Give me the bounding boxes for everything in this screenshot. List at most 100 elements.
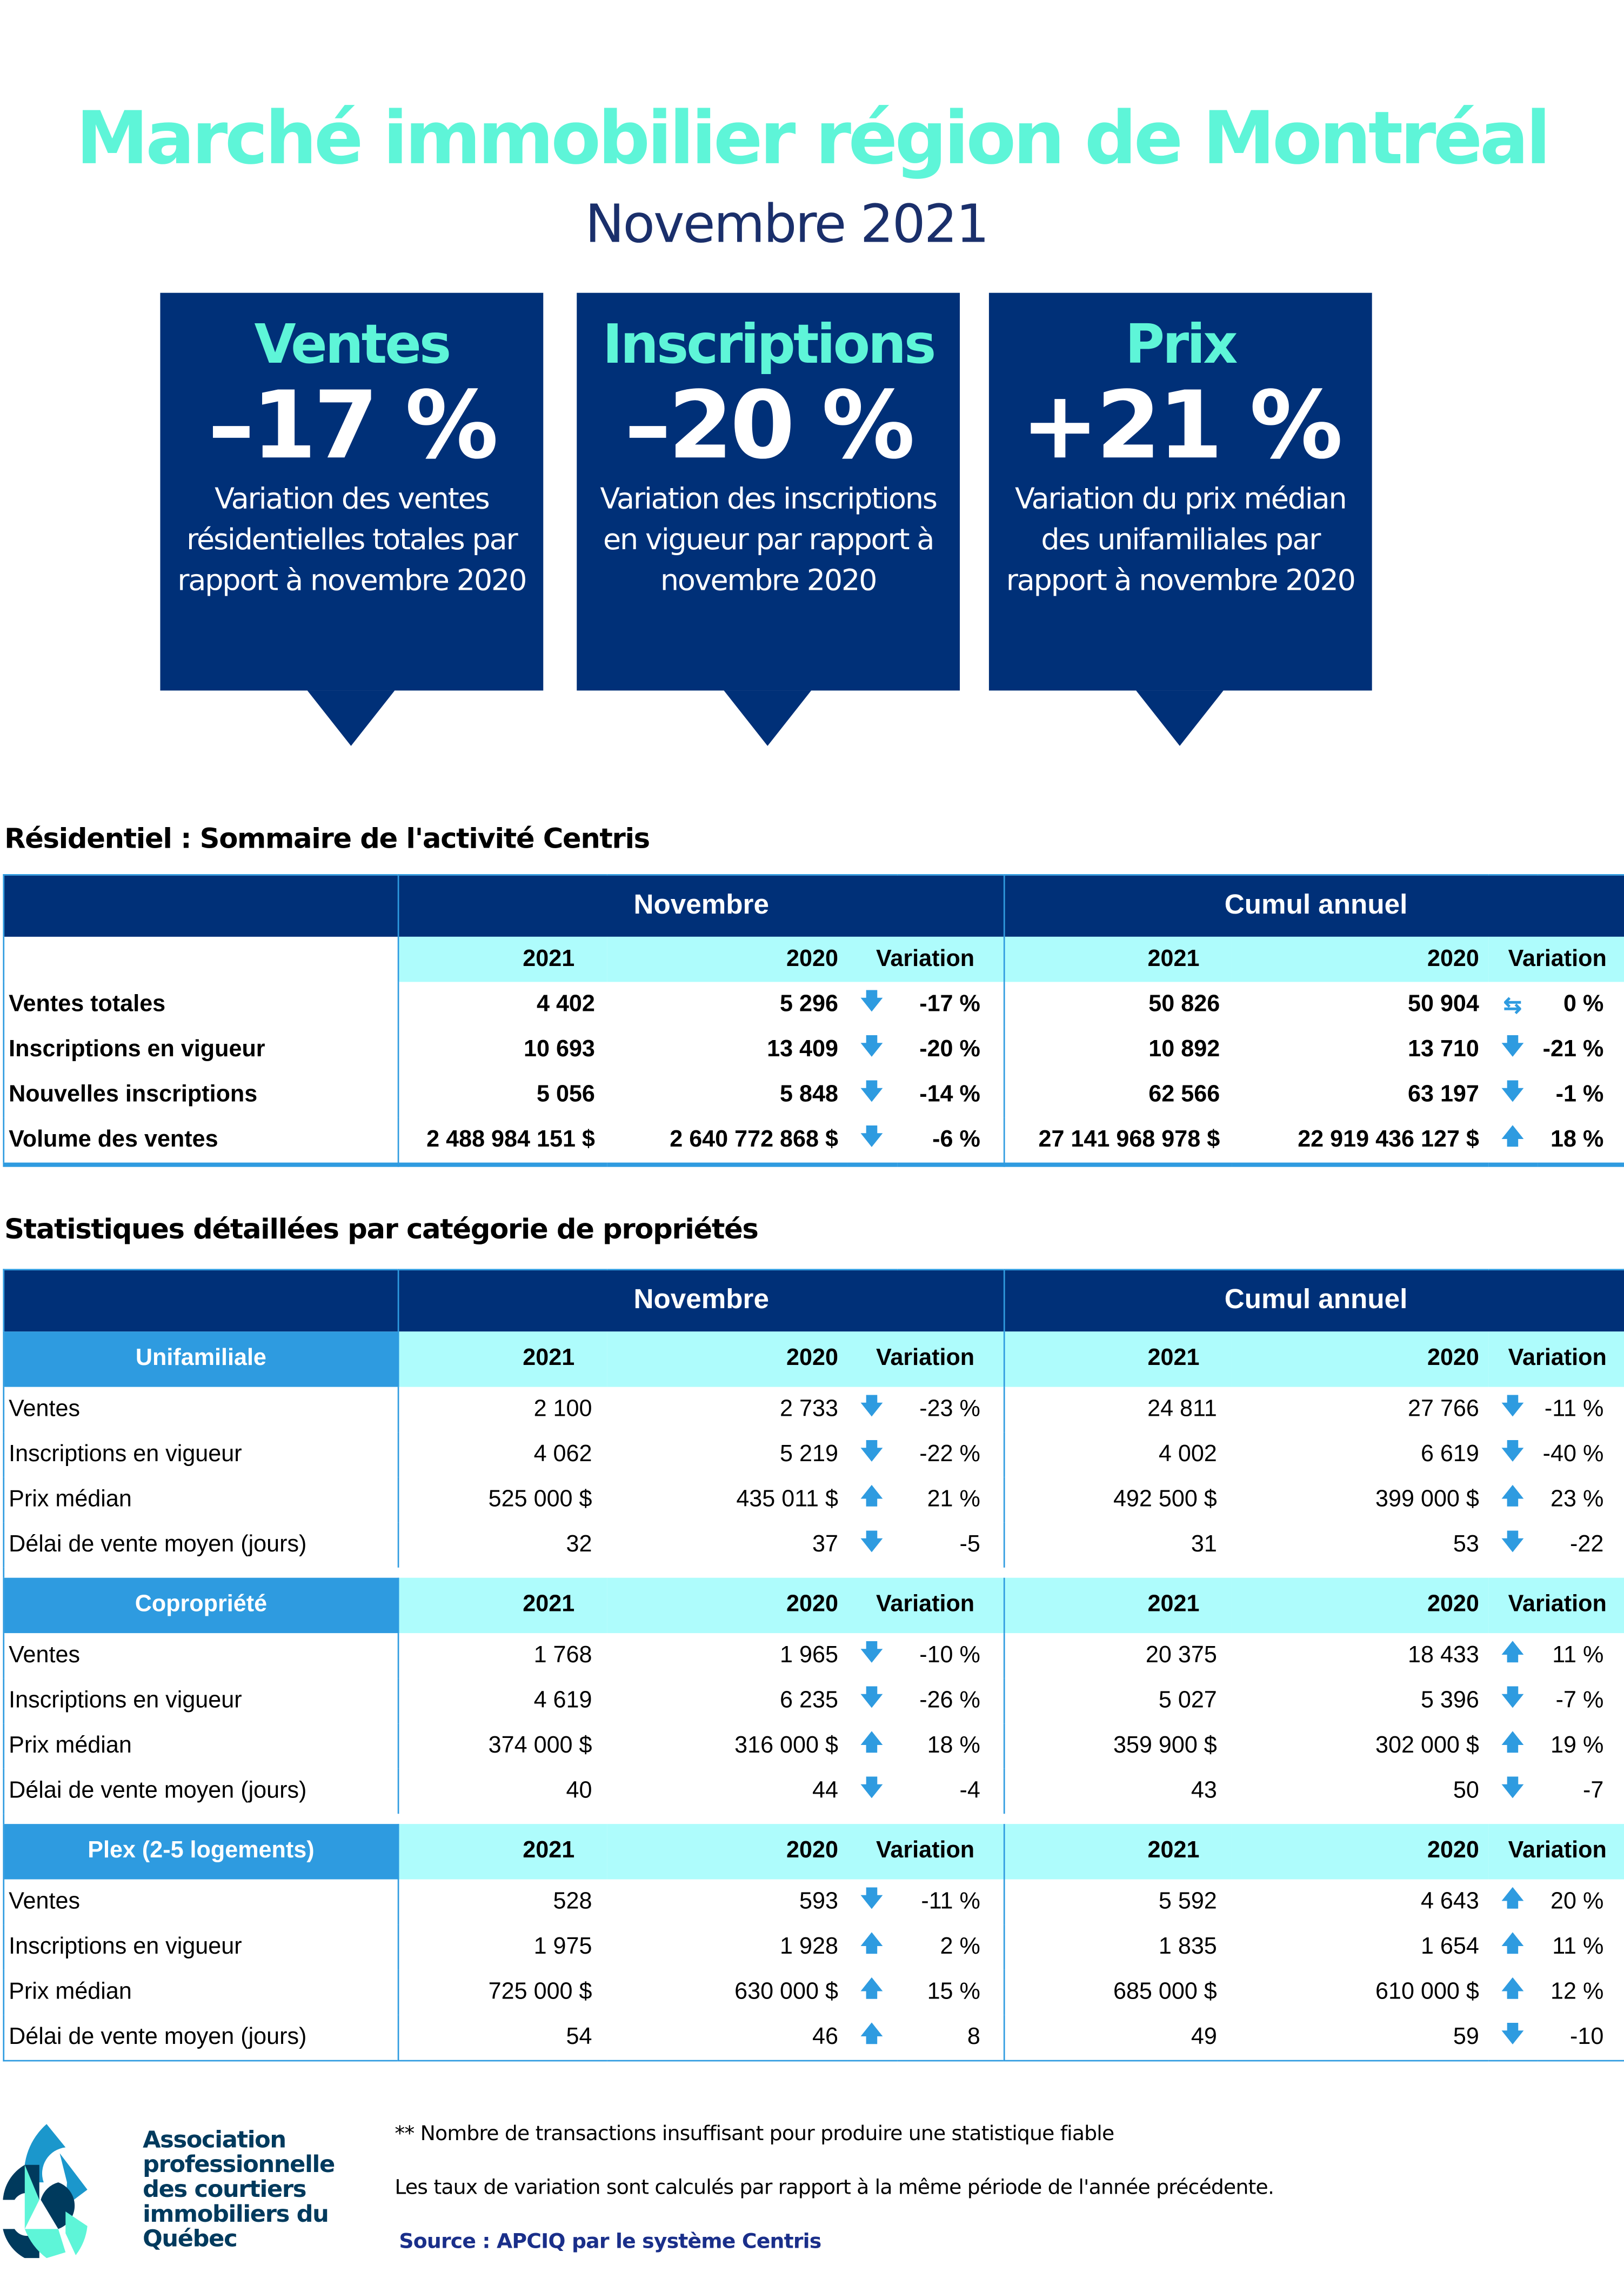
cell-value: 5 056: [536, 1082, 595, 1107]
kpi-description: Variation des inscriptions en vigueur pa…: [600, 481, 937, 597]
cell-value: 1 768: [533, 1642, 592, 1668]
arrow-down-icon: 🡇: [860, 1776, 883, 1801]
kpi-heading: Inscriptions: [602, 313, 937, 376]
group-header-month: Novembre: [397, 1269, 1005, 1332]
cell-value: -21 %: [1542, 1036, 1604, 1062]
row-label: Inscriptions en vigueur: [3, 1027, 399, 1072]
arrows-left-right-icon: ⇆: [1503, 992, 1522, 1018]
kpi-value: –17 %: [208, 372, 499, 481]
cell-value: -40 %: [1542, 1441, 1604, 1467]
cell-value: -1 %: [1555, 1082, 1604, 1107]
cell-value: 1 928: [780, 1934, 838, 1959]
column-header: 2020: [606, 1577, 847, 1634]
page-subtitle: Novembre 2021: [585, 195, 990, 255]
kpi-description: Variation des ventes résidentielles tota…: [177, 481, 527, 597]
cell-value: 5 027: [1003, 1678, 1232, 1724]
arrow-down-icon: 🡇: [860, 1640, 883, 1666]
kpi-card: Prix +21 % Variation du prix médian des …: [988, 292, 1372, 746]
column-header: 2021: [1003, 1577, 1232, 1634]
cell-value: 22 919 436 127 $: [1298, 1127, 1479, 1152]
cell-value: 6 619: [1420, 1441, 1479, 1467]
arrow-down-icon: 🡇: [860, 989, 883, 1014]
cell-value: 2 %: [940, 1934, 980, 1959]
row-label: Inscriptions en vigueur: [3, 1678, 399, 1724]
cell-value: 12 %: [1551, 1979, 1604, 2004]
cell-value: 399 000 $: [1375, 1487, 1479, 1512]
cell-value: -4: [959, 1778, 980, 1803]
row-label: Volume des ventes: [3, 1117, 399, 1165]
column-header: 2020: [1231, 1331, 1488, 1387]
arrow-down-icon: 🡇: [1501, 1776, 1524, 1801]
row-label: Ventes totales: [3, 982, 399, 1027]
cell-value: 5 296: [780, 991, 838, 1016]
cell-value: 44: [812, 1778, 838, 1803]
cell-value: -7: [1582, 1778, 1604, 1803]
cell-value: 37: [812, 1531, 838, 1557]
cell-value: 11 %: [1552, 1934, 1604, 1959]
cell-value: 630 000 $: [734, 1979, 838, 2004]
cell-value: 10 892: [1003, 1027, 1232, 1072]
table-row: Volume des ventes 2 488 984 151 $ 2 640 77…: [3, 1117, 1624, 1165]
blank: [3, 936, 399, 982]
cell-value: 49: [1003, 2015, 1232, 2061]
table-row: Délai de vente moyen (jours) 40 44 🡇 -4 43 50 🡇…: [3, 1768, 1624, 1814]
cell-value: 316 000 $: [734, 1733, 838, 1758]
kpi-heading: Prix: [1125, 313, 1238, 376]
arrow-down-icon: 🡇: [860, 1034, 883, 1060]
column-header: 2020: [1231, 936, 1488, 982]
kpi-value: –20 %: [624, 372, 915, 481]
cell-value: -6 %: [932, 1127, 980, 1152]
cell-value: 5 592: [1003, 1879, 1232, 1925]
cell-value: 4 619: [533, 1688, 592, 1713]
cell-value: 525 000 $: [488, 1487, 592, 1512]
column-header: 2020: [606, 936, 847, 982]
cell-value: 492 500 $: [1003, 1477, 1232, 1523]
cell-value: 528: [553, 1889, 592, 1914]
column-header: Variation: [1488, 1824, 1624, 1880]
arrow-up-icon: 🡅: [1501, 1640, 1524, 1666]
column-header: Variation: [1488, 936, 1624, 982]
cell-value: 4 643: [1420, 1889, 1479, 1914]
header-blank: [4, 875, 398, 937]
arrow-up-icon: 🡅: [860, 1931, 883, 1957]
cell-value: 435 011 $: [736, 1487, 838, 1512]
apciq-logo-text: Association professionnelle des courtier…: [143, 2126, 335, 2253]
arrow-up-icon: 🡅: [1501, 1484, 1524, 1510]
column-header: 2020: [606, 1331, 847, 1387]
row-label: Ventes: [3, 1387, 399, 1433]
arrow-up-icon: 🡅: [860, 1730, 883, 1756]
row-label: Prix médian: [3, 1723, 399, 1769]
arrow-up-icon: 🡅: [1501, 1977, 1524, 2002]
table-row: Délai de vente moyen (jours) 54 46 🡅 8 49 59 🡇 -…: [3, 2015, 1624, 2061]
arrow-down-icon: 🡇: [1501, 1034, 1524, 1060]
arrow-down-icon: 🡇: [860, 1394, 883, 1419]
table-row: Prix médian 374 000 $ 316 000 $ 🡅 18 % 359 90…: [3, 1723, 1624, 1769]
cell-value: 18 %: [1551, 1127, 1604, 1152]
table-row: Inscriptions en vigueur 1 975 1 928 🡅 2 % 1 8…: [3, 1924, 1624, 1970]
column-header: Variation: [1488, 1331, 1624, 1387]
arrow-up-icon: 🡅: [1501, 1931, 1524, 1957]
group-header-month: Novembre: [397, 875, 1005, 937]
cell-value: -7 %: [1555, 1688, 1604, 1713]
cell-value: -17 %: [919, 991, 980, 1016]
cell-value: -14 %: [919, 1082, 980, 1107]
cell-value: 1 835: [1003, 1924, 1232, 1970]
column-header: 2020: [1231, 1577, 1488, 1634]
cell-value: 43: [1003, 1768, 1232, 1814]
cell-value: 40: [566, 1778, 592, 1803]
arrow-down-icon: 🡇: [1501, 2022, 1524, 2047]
table-row: Inscriptions en vigueur 4 619 6 235 🡇 -26 % 5…: [3, 1678, 1624, 1724]
cell-value: -22 %: [919, 1441, 980, 1467]
table-row: Ventes 2 100 2 733 🡇 -23 % 24 811 27 766 🡇 -11 %: [3, 1387, 1624, 1433]
cell-value: 32: [566, 1531, 592, 1557]
cell-value: 21 %: [927, 1487, 980, 1512]
row-label: Ventes: [3, 1879, 399, 1925]
spacer: [4, 1568, 1624, 1578]
summary-title: Résidentiel : Sommaire de l'activité Cen…: [4, 823, 650, 855]
callout-pointer: [307, 690, 395, 746]
table-row: Inscriptions en vigueur 4 062 5 219 🡇 -22 % 4…: [3, 1432, 1624, 1477]
arrow-down-icon: 🡇: [1501, 1686, 1524, 1710]
cell-value: 27 141 968 978 $: [1003, 1117, 1232, 1165]
column-header: 2021: [1003, 1824, 1232, 1880]
